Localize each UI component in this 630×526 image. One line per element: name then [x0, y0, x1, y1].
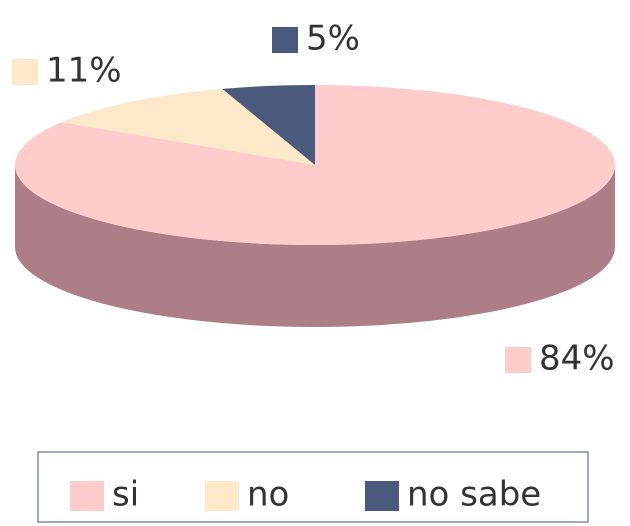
pie-slice [61, 88, 315, 165]
legend-label: si [112, 475, 139, 515]
data-label: 11% [46, 51, 122, 91]
pie-slice [222, 85, 315, 165]
legend-box [37, 451, 589, 523]
legend-swatch [70, 481, 104, 511]
label-marker [12, 59, 38, 85]
label-marker [505, 347, 531, 373]
data-label: 84% [539, 339, 615, 379]
legend-swatch [365, 481, 399, 511]
data-label: 5% [306, 19, 360, 59]
legend-label: no [247, 475, 289, 515]
pie-side [15, 165, 615, 327]
legend-swatch [205, 481, 239, 511]
label-marker [272, 27, 298, 53]
pie-slice [14, 85, 616, 245]
legend-label: no sabe [407, 475, 541, 515]
